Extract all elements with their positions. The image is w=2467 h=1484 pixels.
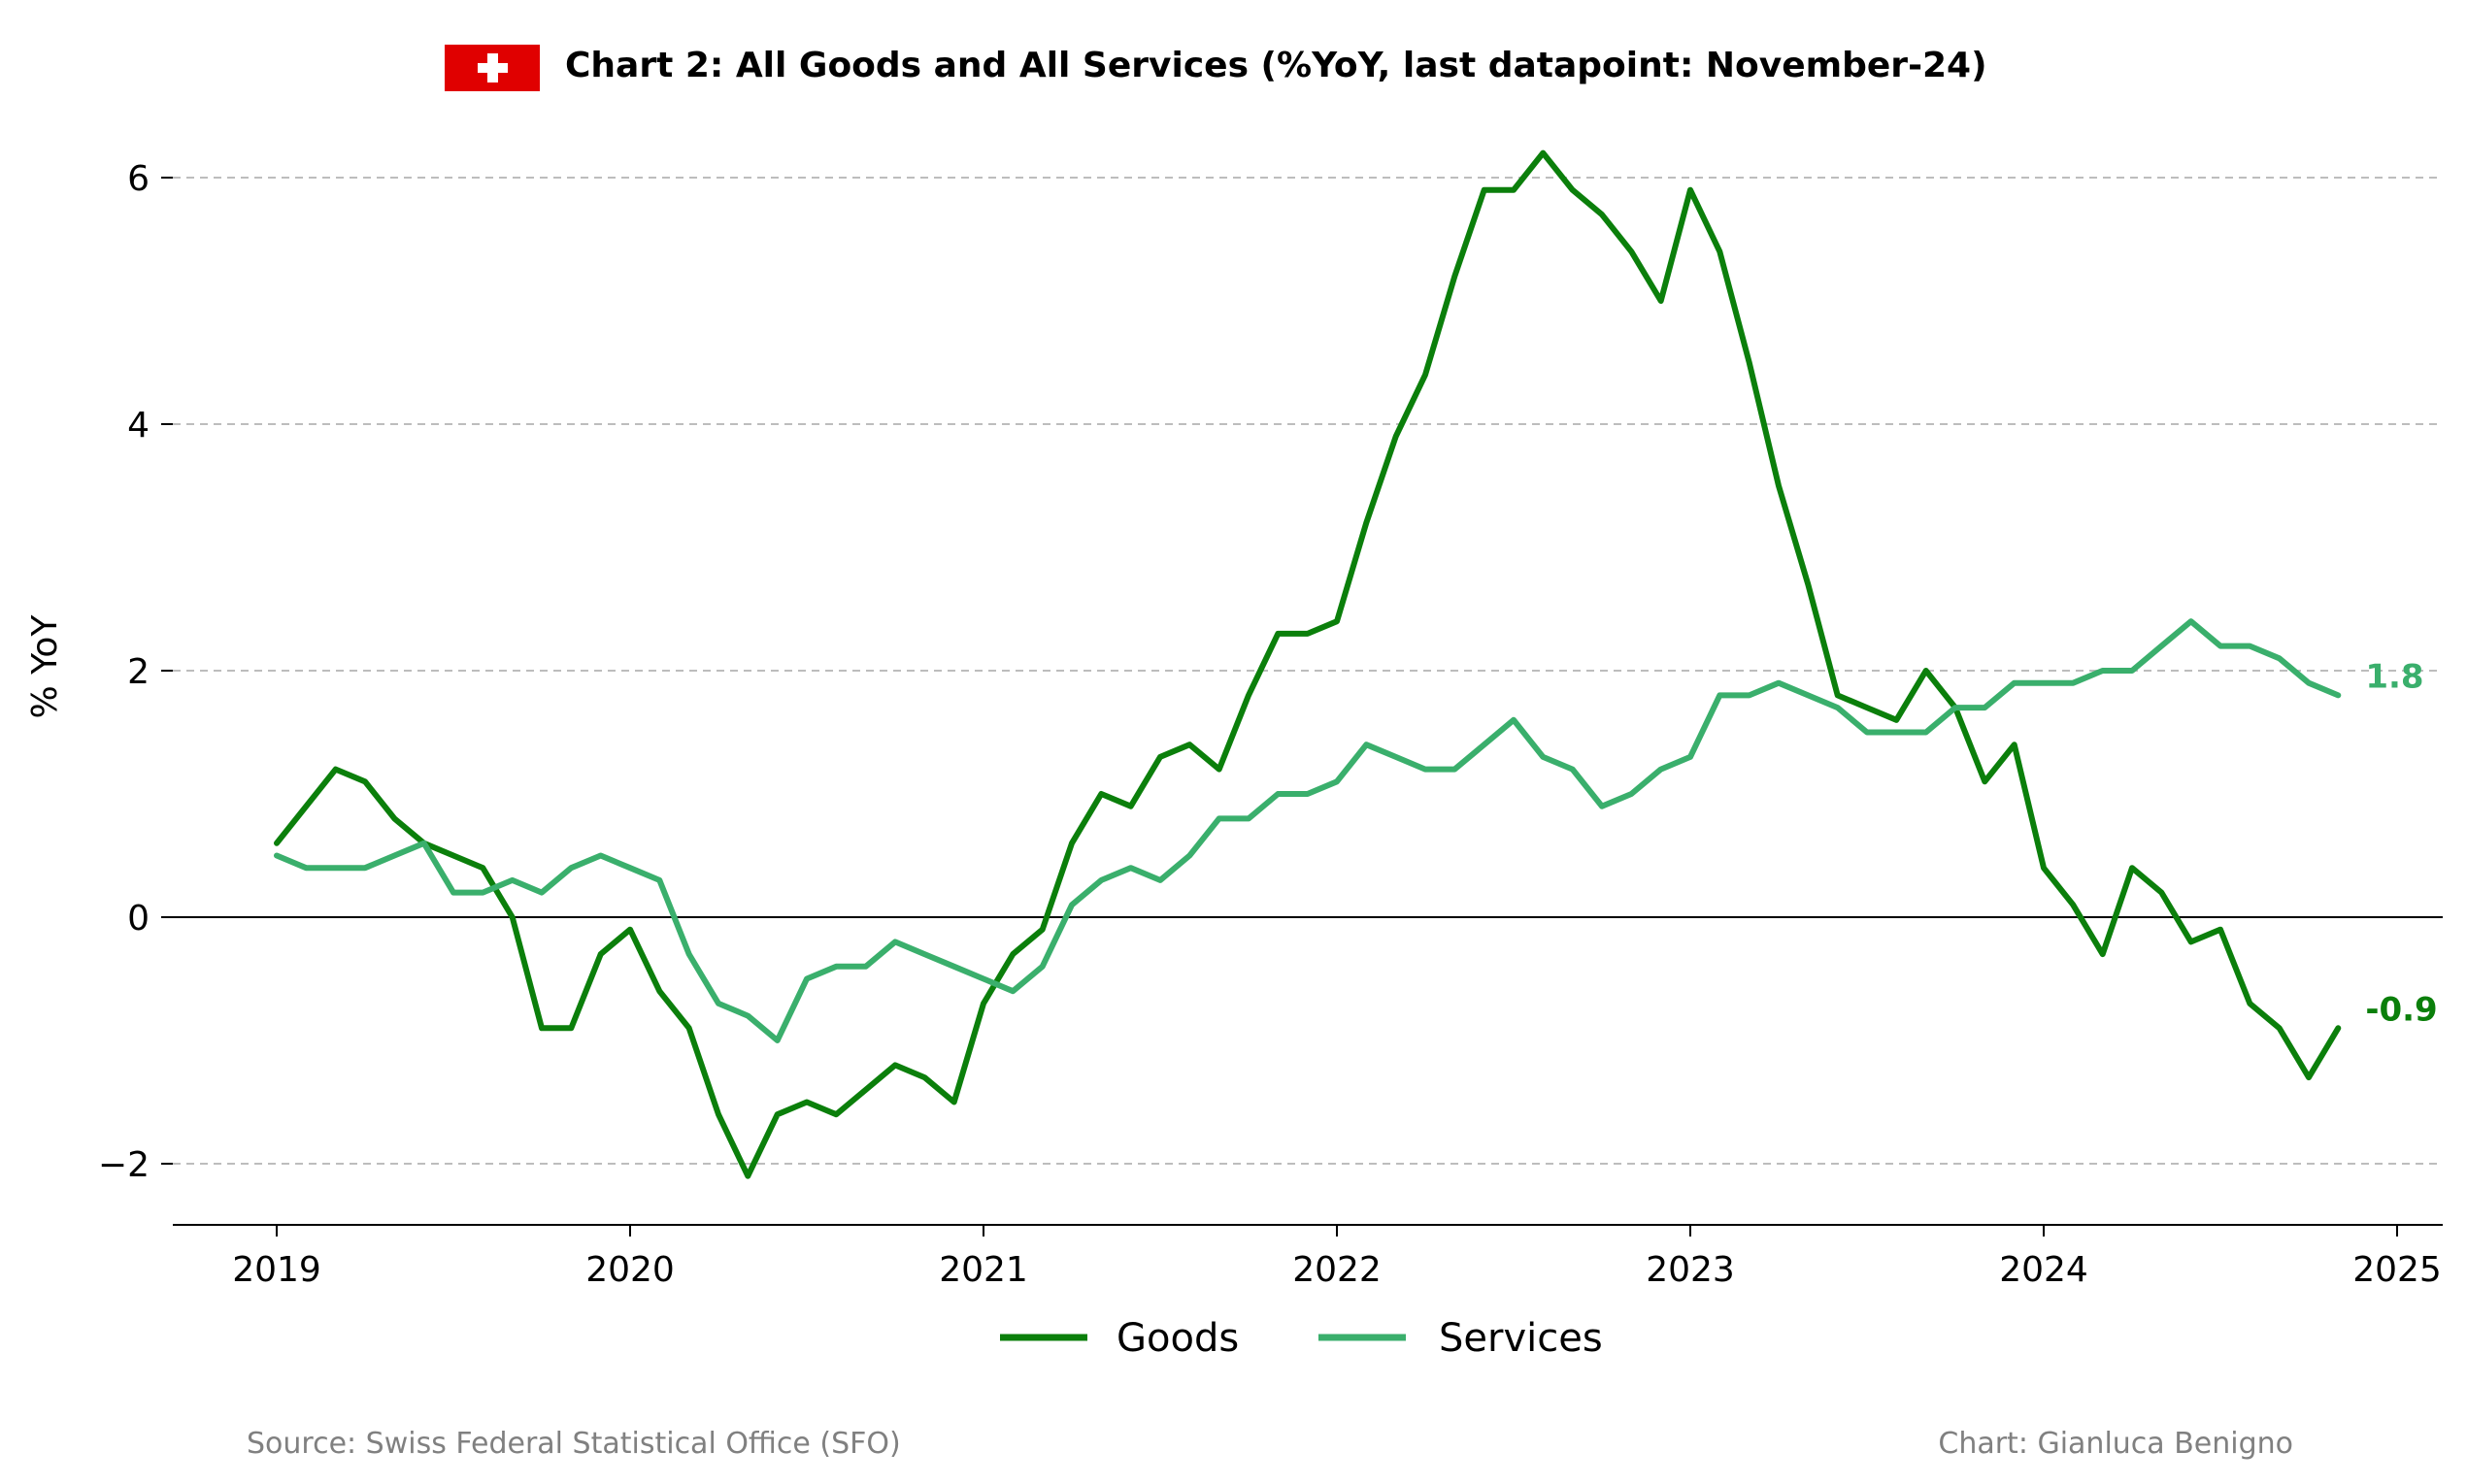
chart-title: Chart 2: All Goods and All Services (%Yo… (565, 46, 1987, 85)
legend: Goods Services (1000, 1316, 1603, 1361)
x-tick-label: 2023 (1646, 1250, 1735, 1290)
legend-services-label: Services (1439, 1316, 1603, 1361)
y-tick-label: 6 (127, 159, 150, 199)
gridlines (173, 177, 2443, 1165)
series-line-goods (274, 149, 2342, 1179)
y-tick-label: 4 (127, 406, 150, 445)
legend-goods-label: Goods (1117, 1316, 1239, 1361)
x-tick-label: 2020 (585, 1250, 675, 1290)
end-labels: -0.9 1.8 (2365, 657, 2437, 1029)
x-tick-label: 2025 (2352, 1250, 2442, 1290)
y-axis-label: % YoY (25, 614, 65, 719)
y-tick-label: 0 (127, 899, 150, 939)
x-tick-label: 2022 (1292, 1250, 1382, 1290)
x-tick-label: 2019 (232, 1250, 321, 1290)
end-label-goods: -0.9 (2365, 990, 2437, 1029)
series-lines (274, 149, 2342, 1179)
swiss-flag-icon (445, 45, 540, 91)
x-tick-label: 2024 (1999, 1250, 2088, 1290)
chart-credit: Chart: Gianluca Benigno (1938, 1427, 2293, 1461)
end-label-services: 1.8 (2365, 657, 2423, 696)
chart-header: Chart 2: All Goods and All Services (%Yo… (445, 45, 1987, 91)
x-tick-label: 2021 (939, 1250, 1028, 1290)
source-note: Source: Swiss Federal Statistical Office… (247, 1427, 901, 1461)
y-tick-label: −2 (98, 1145, 150, 1185)
y-tick-label: 2 (127, 652, 150, 692)
axes: −2 0 2 4 6 2019 2020 2021 2022 2023 2024 2025 (98, 159, 2443, 1290)
series-line-services (274, 618, 2342, 1043)
